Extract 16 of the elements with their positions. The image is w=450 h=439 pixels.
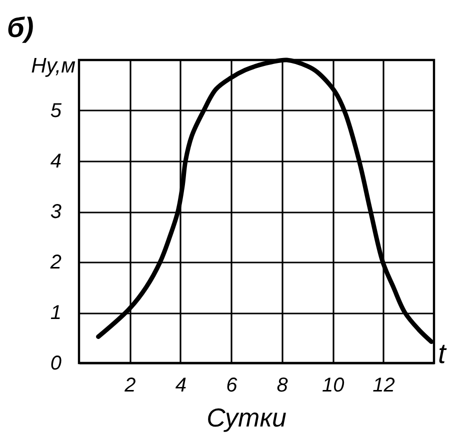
x-tick-label: 12: [372, 374, 395, 396]
x-tick-label: 10: [322, 374, 344, 396]
x-axis-title: Сутки: [206, 402, 286, 432]
chart-title: б): [7, 12, 34, 43]
y-tick-label: 5: [50, 100, 62, 122]
y-axis-title: Hy,м: [31, 54, 76, 78]
y-tick-label: 2: [49, 252, 62, 274]
x-tick-label: 4: [175, 374, 186, 396]
y-tick-label: 3: [50, 201, 62, 223]
y-tick-label: 0: [50, 352, 62, 374]
y-tick-label: 4: [50, 150, 62, 172]
text: t: [438, 338, 447, 369]
y-tick-label: 1: [50, 302, 62, 324]
x-tick-label: 2: [124, 374, 136, 396]
x-tick-label: 6: [226, 374, 238, 396]
x-tick-label: 8: [276, 374, 288, 396]
